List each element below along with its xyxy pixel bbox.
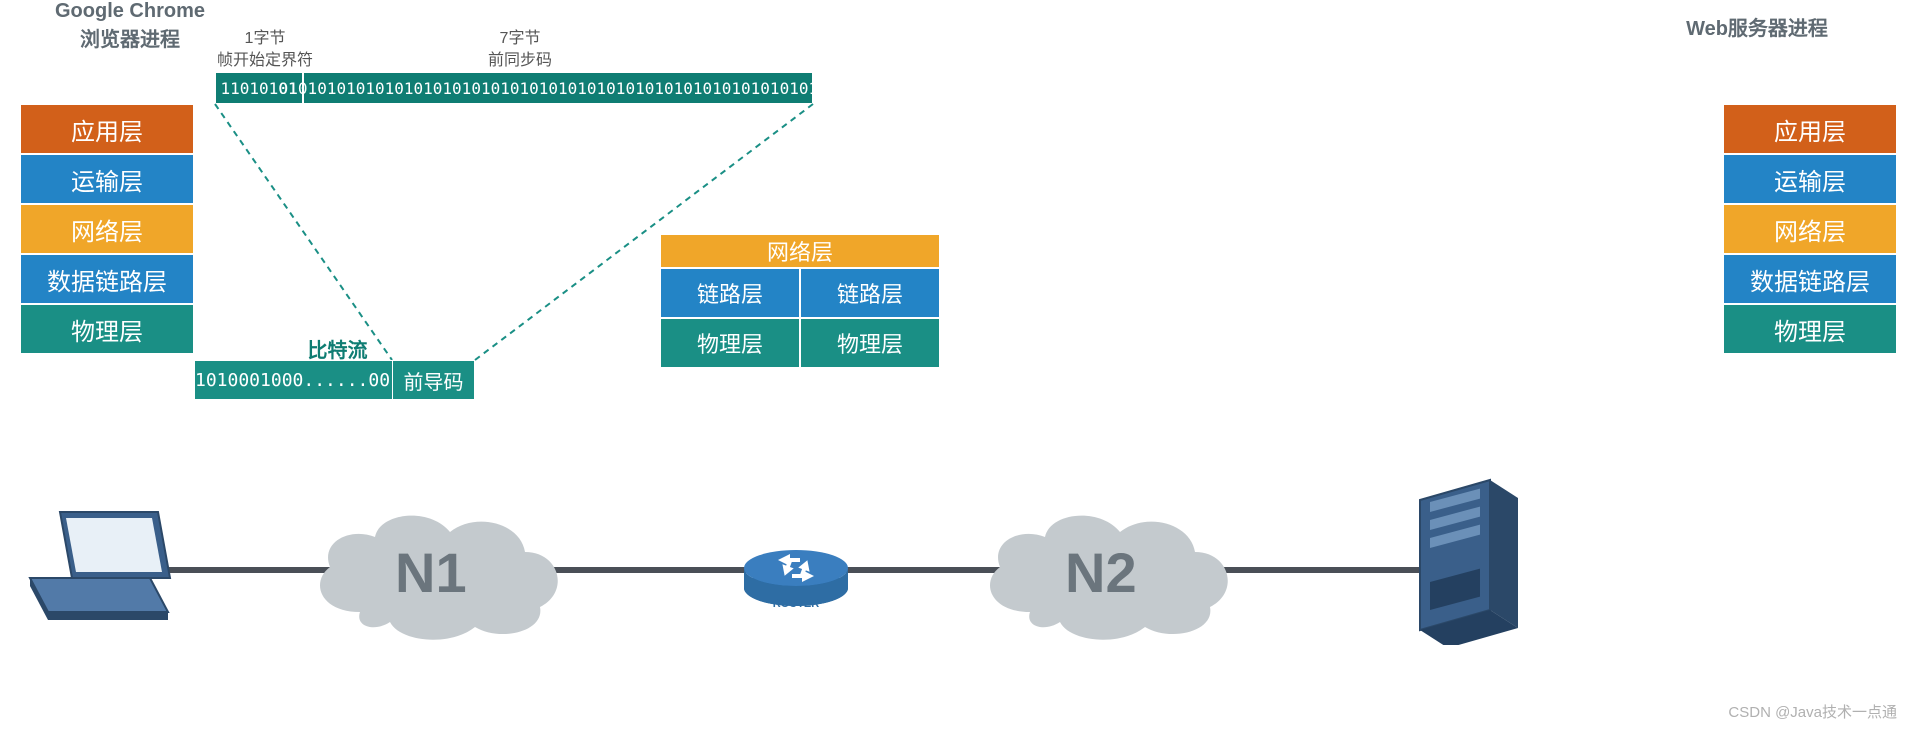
laptop-icon xyxy=(20,500,180,630)
bitstream-trailer-label: 前导码 xyxy=(404,366,464,395)
cloud-n2-label: N2 xyxy=(1065,540,1137,605)
router-label: ROUTER xyxy=(740,598,852,610)
bitstream-label: 比特流 xyxy=(200,334,475,363)
server-icon xyxy=(1400,470,1530,645)
cloud-n1-label: N1 xyxy=(395,540,467,605)
bitstream-trailer: 前导码 xyxy=(392,360,475,400)
watermark: CSDN @Java技术一点通 xyxy=(1728,701,1897,722)
